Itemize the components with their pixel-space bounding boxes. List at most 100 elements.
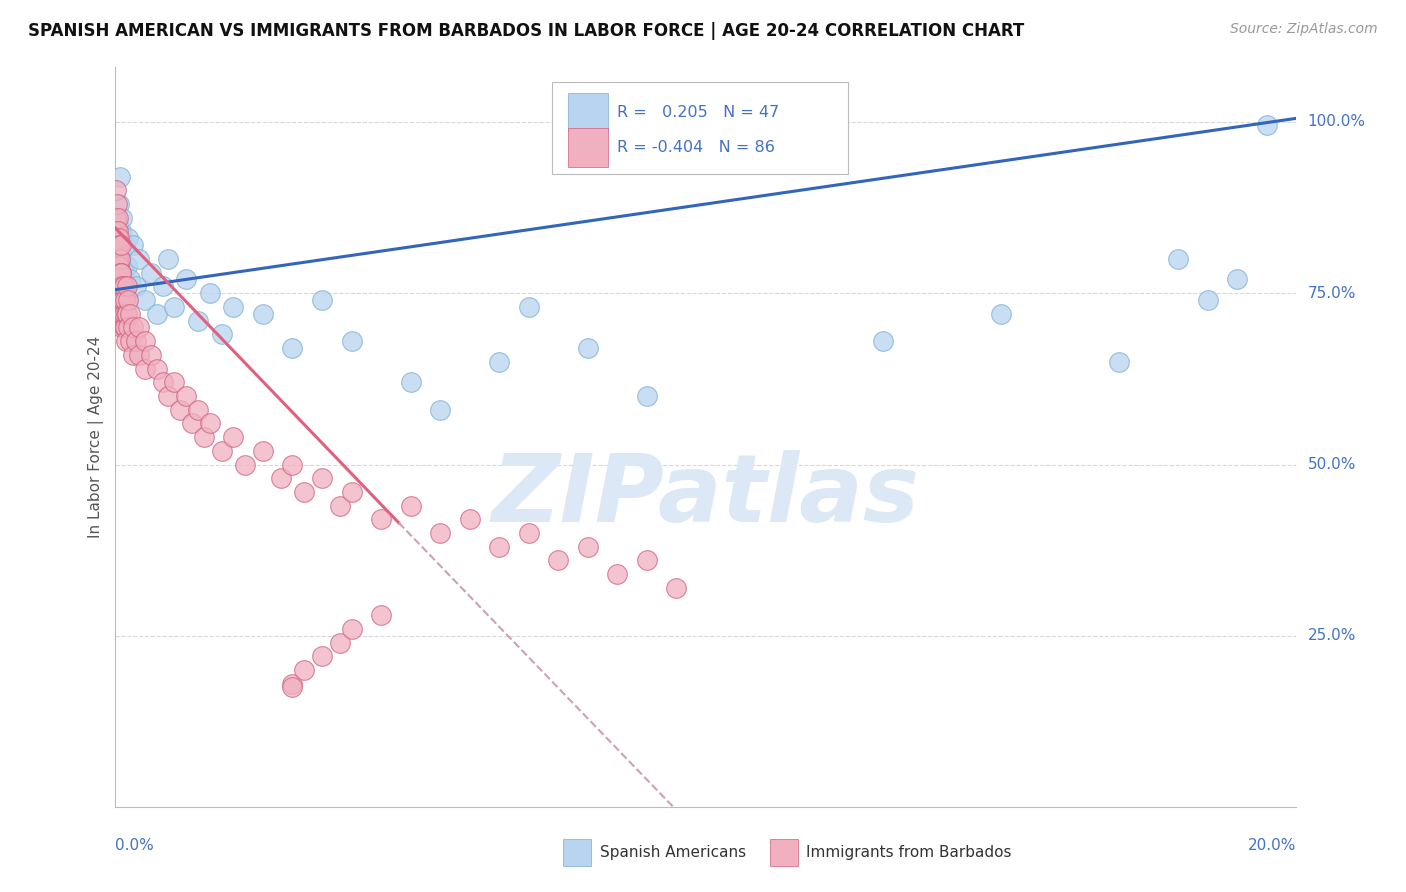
Text: 25.0%: 25.0% (1308, 628, 1355, 643)
Point (125, 279, 148, 293)
Point (181, 417, 204, 431)
Point (117, 320, 139, 334)
Point (145, 361, 167, 376)
Text: 50.0%: 50.0% (1308, 457, 1355, 472)
Point (111, 293, 134, 307)
Point (340, 334, 363, 348)
Point (111, 279, 134, 293)
Point (187, 402, 209, 417)
Point (547, 553, 569, 567)
Point (105, 238, 128, 252)
Point (399, 376, 422, 390)
Point (105, 197, 128, 211)
Text: Source: ZipAtlas.com: Source: ZipAtlas.com (1230, 22, 1378, 37)
Point (122, 320, 145, 334)
FancyBboxPatch shape (769, 839, 799, 866)
Point (108, 252, 131, 266)
Point (222, 430, 245, 444)
Point (115, 334, 138, 348)
Point (107, 218, 129, 232)
Point (105, 211, 128, 225)
Point (157, 389, 180, 403)
Point (252, 307, 274, 321)
Point (107, 224, 129, 238)
Point (110, 238, 132, 252)
Point (111, 211, 134, 225)
Point (270, 471, 292, 485)
Point (292, 484, 315, 499)
Point (429, 402, 451, 417)
Text: R =   0.205   N = 47: R = 0.205 N = 47 (617, 104, 779, 120)
Point (576, 540, 599, 554)
Point (115, 259, 138, 273)
Point (117, 293, 139, 307)
Point (281, 677, 304, 691)
Point (110, 293, 132, 307)
Point (211, 443, 233, 458)
Text: Immigrants from Barbados: Immigrants from Barbados (806, 845, 1012, 860)
Text: SPANISH AMERICAN VS IMMIGRANTS FROM BARBADOS IN LABOR FORCE | AGE 20-24 CORRELAT: SPANISH AMERICAN VS IMMIGRANTS FROM BARB… (28, 22, 1025, 40)
Point (134, 361, 156, 376)
Point (110, 266, 132, 280)
Point (152, 376, 174, 390)
Point (636, 553, 658, 567)
Point (112, 266, 135, 280)
Point (104, 183, 127, 197)
Point (108, 169, 131, 184)
Text: 100.0%: 100.0% (1308, 114, 1365, 129)
FancyBboxPatch shape (568, 93, 607, 131)
Point (110, 224, 132, 238)
Point (134, 293, 156, 307)
Y-axis label: In Labor Force | Age 20-24: In Labor Force | Age 20-24 (89, 336, 104, 538)
Point (517, 526, 540, 541)
Point (1197, 293, 1219, 307)
Text: ZIPatlas: ZIPatlas (492, 450, 920, 542)
Point (117, 231, 139, 245)
Point (108, 266, 131, 280)
Point (458, 512, 481, 526)
Point (107, 266, 129, 280)
Point (198, 286, 221, 301)
Point (872, 334, 894, 348)
Text: R = -0.404   N = 86: R = -0.404 N = 86 (617, 140, 775, 155)
Point (115, 307, 138, 321)
Point (665, 581, 688, 595)
Point (120, 307, 141, 321)
Point (329, 499, 352, 513)
Point (108, 279, 131, 293)
Point (112, 307, 135, 321)
Point (370, 512, 392, 526)
Point (145, 307, 167, 321)
Point (108, 259, 131, 273)
Point (990, 307, 1012, 321)
Point (370, 608, 392, 623)
Point (311, 293, 333, 307)
Point (110, 320, 132, 334)
Point (107, 252, 129, 266)
Point (311, 649, 333, 664)
Point (112, 320, 135, 334)
FancyBboxPatch shape (562, 839, 592, 866)
Point (114, 238, 136, 252)
FancyBboxPatch shape (568, 128, 607, 167)
Point (193, 430, 215, 444)
Point (108, 279, 131, 293)
Point (122, 238, 145, 252)
Point (115, 307, 138, 321)
Point (198, 417, 221, 431)
Point (517, 300, 540, 314)
Point (105, 238, 128, 252)
Point (128, 348, 150, 362)
Point (114, 320, 136, 334)
Point (163, 376, 186, 390)
Point (340, 484, 363, 499)
Point (110, 293, 132, 307)
Point (157, 252, 180, 266)
Point (174, 272, 197, 286)
Point (108, 238, 131, 252)
Point (110, 252, 132, 266)
Text: 75.0%: 75.0% (1308, 285, 1355, 301)
Point (110, 266, 132, 280)
Point (139, 348, 162, 362)
Point (122, 348, 145, 362)
